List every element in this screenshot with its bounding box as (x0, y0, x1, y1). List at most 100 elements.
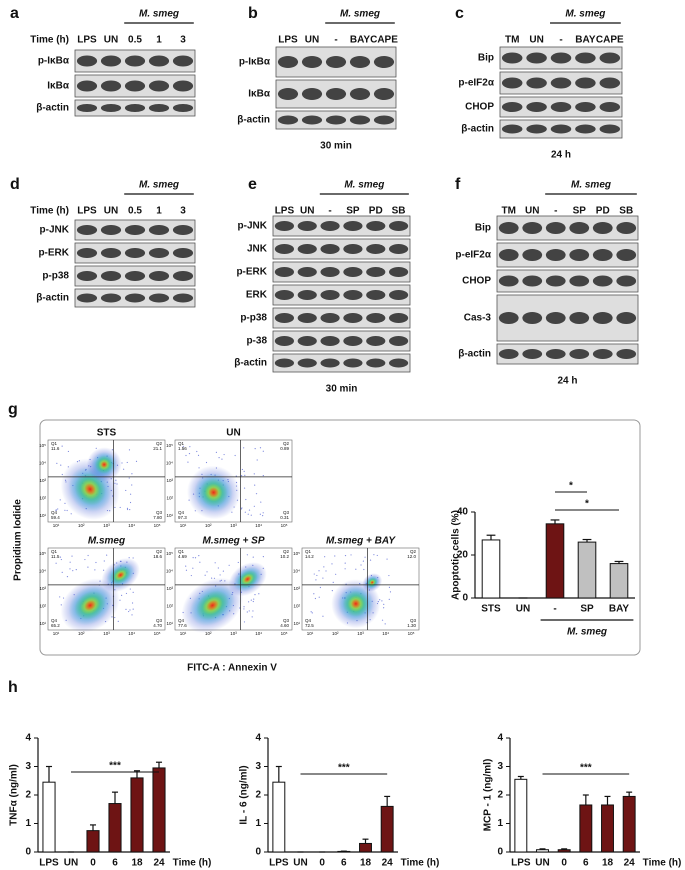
bar (380, 805, 394, 853)
density-cloud (208, 487, 219, 498)
band (274, 267, 295, 277)
y-tick-label: 2 (25, 790, 31, 801)
band (297, 244, 317, 254)
decade-label: 10³ (39, 586, 46, 591)
event-dot (241, 468, 243, 471)
event-dot (323, 566, 325, 568)
x-tick-label: 24 (153, 858, 165, 869)
event-dot (388, 598, 390, 600)
decade-label: 10² (166, 496, 173, 501)
event-dot (254, 447, 256, 450)
band (498, 249, 519, 261)
row-label: IκBα (47, 81, 70, 92)
row-label: p-IκBα (38, 56, 70, 67)
band (388, 244, 409, 254)
band (599, 77, 621, 89)
decade-label: 10³ (293, 586, 300, 591)
band (172, 225, 194, 235)
event-dot (311, 612, 313, 614)
event-dot (131, 473, 133, 475)
lane-label: SB (392, 206, 406, 217)
event-dot (196, 450, 198, 453)
event-dot (114, 616, 116, 619)
significance-label: *** (109, 761, 121, 772)
decade-label: 10² (78, 631, 85, 636)
quadrant-name: Q2 (410, 549, 417, 554)
decade-label: 10¹ (166, 621, 173, 626)
event-dot (126, 508, 129, 511)
event-dot (95, 561, 97, 564)
quadrant-value: 14.2 (305, 554, 314, 559)
band (366, 358, 386, 368)
band (575, 124, 596, 134)
band (498, 222, 519, 234)
event-dot (56, 462, 58, 464)
group-label: M. smeg (571, 180, 611, 191)
blot-footer: 30 min (326, 384, 358, 395)
decade-label: 10⁴ (255, 631, 262, 636)
band (575, 77, 596, 89)
event-dot (258, 593, 260, 595)
band (526, 77, 547, 89)
plot-title: M.smeg + BAY (326, 536, 396, 547)
y-tick-label: 0 (25, 847, 31, 858)
band (522, 312, 543, 324)
band (545, 249, 566, 261)
event-dot (388, 586, 391, 588)
row-label: CHOP (465, 102, 494, 113)
event-dot (223, 453, 225, 456)
group-label: M. smeg (565, 9, 605, 20)
bar (577, 541, 597, 599)
event-dot (211, 577, 213, 579)
band (343, 221, 363, 231)
band (522, 275, 543, 287)
y-tick-label: 0 (255, 847, 261, 858)
event-dot (243, 606, 245, 608)
event-dot (128, 557, 130, 559)
quadrant-value: 1.30 (407, 623, 416, 628)
event-dot (253, 598, 255, 600)
y-tick-label: 3 (497, 761, 503, 772)
band (76, 225, 98, 235)
decade-label: 10⁴ (166, 461, 173, 466)
density-cloud (100, 461, 108, 469)
event-dot (60, 464, 62, 466)
lane-label: - (334, 35, 337, 46)
panel-letter: e (248, 176, 257, 193)
blot-footer: 24 h (551, 150, 571, 161)
event-dot (386, 558, 388, 560)
x-axis-label: Time (h) (173, 858, 212, 869)
band (569, 275, 590, 287)
band (366, 221, 386, 231)
event-dot (243, 608, 245, 610)
band (301, 115, 323, 125)
band (100, 80, 122, 92)
lane-label: UN (104, 206, 118, 217)
lane-label: LPS (77, 35, 97, 46)
event-dot (247, 601, 250, 603)
band (76, 55, 98, 67)
event-dot (218, 457, 220, 459)
event-dot (75, 569, 77, 571)
event-dot (325, 570, 327, 572)
event-dot (219, 574, 221, 576)
band (599, 52, 621, 64)
event-dot (331, 590, 333, 592)
bar (152, 767, 166, 853)
event-dot (384, 623, 386, 625)
event-dot (247, 513, 249, 515)
y-tick-label: 0 (497, 847, 503, 858)
event-dot (94, 569, 96, 571)
event-dot (188, 452, 191, 455)
event-dot (246, 611, 248, 613)
quadrant-name: Q2 (156, 549, 163, 554)
event-dot (259, 513, 261, 515)
event-dot (72, 570, 74, 572)
lane-label: UN (104, 35, 118, 46)
event-dot (318, 596, 320, 598)
x-tick-label: 18 (360, 858, 372, 869)
event-dot (132, 591, 134, 593)
band (124, 104, 146, 112)
decade-label: 10¹ (180, 523, 187, 528)
event-dot (185, 454, 187, 457)
